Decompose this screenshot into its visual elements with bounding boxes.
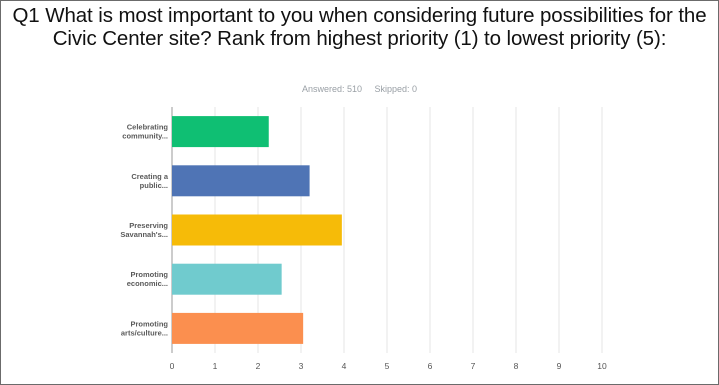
bar <box>172 312 304 344</box>
bar <box>172 165 310 197</box>
skipped-count: Skipped: 0 <box>374 84 418 94</box>
question-title: Q1 What is most important to you when co… <box>12 4 707 50</box>
x-tick-label: 8 <box>514 361 519 371</box>
x-axis-ticks: 0 1 2 3 4 5 6 7 8 9 10 <box>170 361 607 371</box>
category-label: Promoting economic... <box>127 270 169 288</box>
category-label: Promoting arts/culture... <box>121 319 169 337</box>
x-tick-label: 3 <box>299 361 304 371</box>
bar <box>172 263 282 295</box>
category-label: Creating a public... <box>131 172 169 190</box>
bar <box>172 116 269 148</box>
x-tick-label: 1 <box>213 361 218 371</box>
bar <box>172 214 342 246</box>
x-tick-label: 6 <box>428 361 433 371</box>
category-labels: Celebrating community... Creating a public.… <box>120 123 168 338</box>
x-tick-label: 2 <box>256 361 261 371</box>
x-tick-label: 0 <box>170 361 175 371</box>
category-label: Celebrating community... <box>122 123 168 141</box>
answered-count: Answered: 510 <box>301 84 362 94</box>
x-tick-label: 7 <box>471 361 476 371</box>
bars <box>172 116 342 344</box>
x-tick-label: 10 <box>597 361 607 371</box>
x-tick-label: 9 <box>557 361 562 371</box>
response-stats: Answered: 510 Skipped: 0 <box>1 84 718 94</box>
category-label: Preserving Savannah's... <box>120 221 168 239</box>
x-tick-label: 5 <box>385 361 390 371</box>
x-tick-label: 4 <box>342 361 347 371</box>
